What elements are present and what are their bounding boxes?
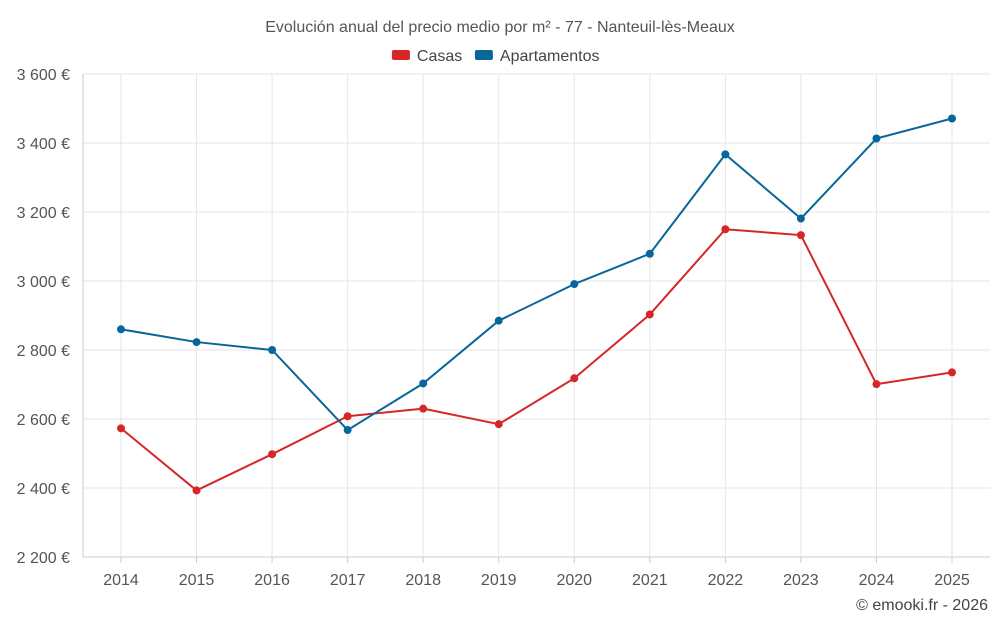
x-tick-label: 2018 (405, 572, 441, 589)
series-line-casas (120, 228, 953, 492)
y-tick-label: 3 400 € (17, 136, 70, 153)
data-point-casas[interactable] (948, 368, 956, 377)
data-point-casas[interactable] (419, 404, 428, 413)
x-tick-label: 2021 (632, 572, 668, 589)
series-line-apartamentos (120, 117, 953, 432)
x-tick-label: 2022 (708, 572, 744, 589)
data-point-apartamentos[interactable] (494, 316, 503, 325)
legend-item-apartamentos[interactable]: Apartamentos (474, 48, 600, 65)
legend: Casas Apartamentos (391, 48, 600, 65)
x-tick-label: 2020 (556, 572, 592, 589)
credit-text: © emooki.fr - 2026 (856, 597, 988, 614)
legend-label: Casas (417, 48, 462, 65)
x-tick-label: 2016 (254, 572, 290, 589)
data-point-casas[interactable] (192, 486, 201, 495)
data-point-apartamentos[interactable] (419, 379, 428, 388)
data-point-apartamentos[interactable] (268, 346, 277, 354)
y-tick-label: 2 600 € (17, 412, 70, 429)
x-tick-label: 2024 (859, 572, 895, 589)
x-tick-label: 2014 (103, 572, 139, 589)
data-point-casas[interactable] (570, 374, 579, 383)
data-point-casas[interactable] (343, 412, 352, 421)
data-point-casas[interactable] (645, 310, 654, 319)
legend-item-casas[interactable]: Casas (391, 48, 462, 65)
axes: 2 200 € 2 400 € 2 600 € 2 800 € 3 000 € 3 200… (17, 67, 970, 589)
data-point-casas[interactable] (796, 231, 805, 240)
x-tick-label: 2017 (330, 572, 366, 589)
legend-swatch (474, 50, 493, 60)
data-point-apartamentos[interactable] (343, 426, 352, 435)
x-tick-label: 2019 (481, 572, 517, 589)
data-point-apartamentos[interactable] (117, 325, 125, 334)
data-point-apartamentos[interactable] (796, 214, 805, 223)
series-layer (117, 114, 956, 495)
y-tick-label: 3 000 € (17, 274, 70, 291)
data-point-casas[interactable] (268, 450, 277, 459)
y-tick-label: 2 400 € (17, 481, 70, 498)
data-point-apartamentos[interactable] (192, 338, 201, 347)
chart-title: Evolución anual del precio medio por m² … (265, 19, 735, 36)
series-apartamentos (117, 114, 956, 435)
data-point-casas[interactable] (117, 424, 125, 433)
legend-swatch (391, 50, 410, 60)
x-tick-label: 2015 (179, 572, 215, 589)
series-casas (117, 225, 956, 495)
y-tick-label: 2 800 € (17, 343, 70, 360)
y-tick-label: 2 200 € (17, 550, 70, 567)
data-point-apartamentos[interactable] (645, 249, 654, 258)
x-tick-label: 2025 (934, 572, 970, 589)
x-tick-label: 2023 (783, 572, 819, 589)
legend-label: Apartamentos (500, 48, 600, 65)
data-point-apartamentos[interactable] (570, 280, 579, 289)
y-tick-label: 3 200 € (17, 205, 70, 222)
data-point-apartamentos[interactable] (948, 114, 956, 123)
grid (83, 73, 990, 558)
data-point-casas[interactable] (494, 420, 503, 429)
data-point-casas[interactable] (872, 380, 881, 389)
data-point-casas[interactable] (721, 225, 730, 234)
data-point-apartamentos[interactable] (721, 150, 730, 159)
data-point-apartamentos[interactable] (872, 134, 881, 143)
y-tick-label: 3 600 € (17, 67, 70, 84)
